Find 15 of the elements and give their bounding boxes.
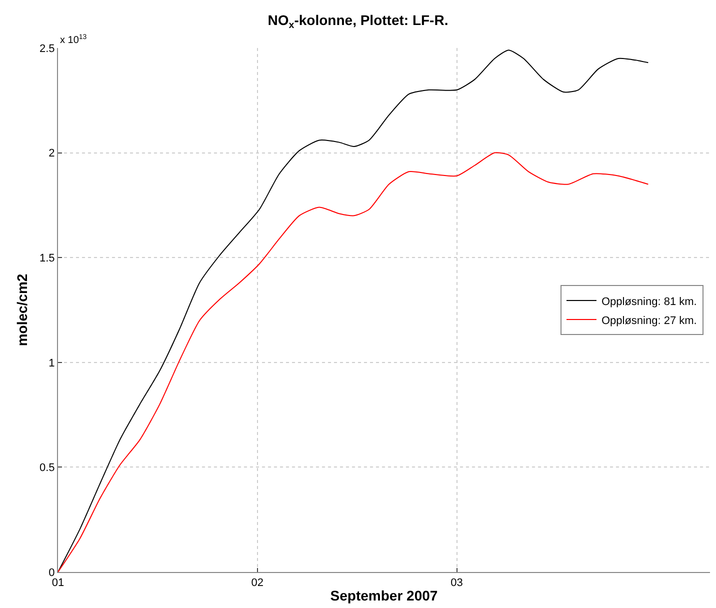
y-tick-label: 2.5	[40, 42, 55, 55]
y-axis-title: molec/cm2	[14, 274, 30, 346]
x-tick-label: 03	[450, 577, 463, 590]
y-tick-label: 0.5	[40, 462, 55, 474]
y-tick-label: 2	[48, 148, 55, 160]
legend-label: Oppløsning: 27 km.	[601, 314, 697, 327]
x-axis-title: September 2007	[330, 588, 438, 604]
y-tick-label: 1	[48, 357, 55, 370]
x-tick-label: 02	[251, 577, 264, 590]
legend-label: Oppløsning: 81 km.	[601, 296, 697, 308]
y-tick-label: 1.5	[40, 252, 55, 264]
text: x 10$^{13}$	[60, 34, 87, 46]
x-tick-label: 01	[52, 577, 64, 590]
y-tick-label: 0	[48, 566, 55, 579]
chart-title: NO$_{x}$-kolonne, Plottet: LF-R.	[268, 12, 448, 31]
